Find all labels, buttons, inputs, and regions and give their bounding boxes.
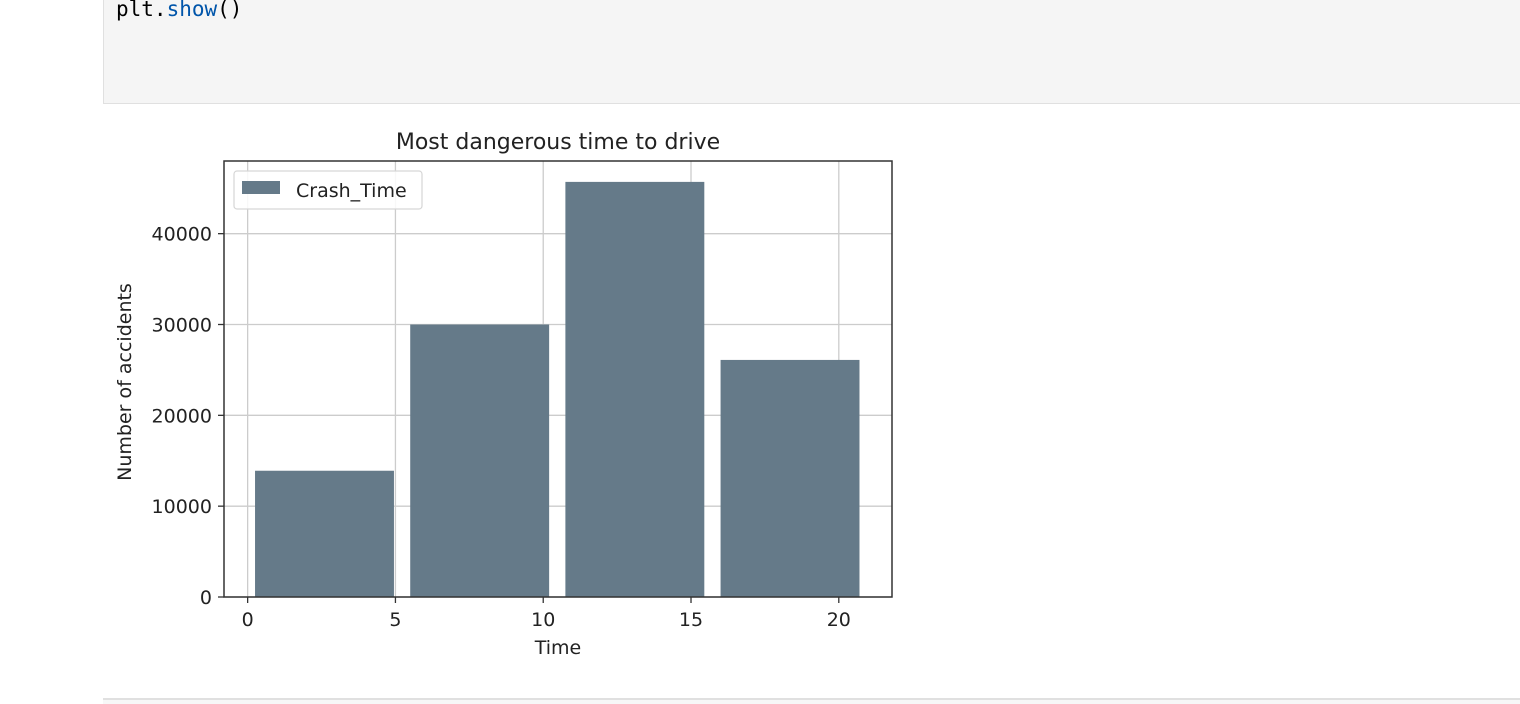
x-axis-label: Time: [534, 637, 582, 659]
chart-title: Most dangerous time to drive: [396, 130, 720, 155]
y-tick-label: 40000: [152, 224, 212, 246]
legend-box: [233, 170, 423, 210]
code-object: plt.: [116, 0, 167, 21]
code-parens: (): [217, 0, 243, 21]
legend-swatch: [242, 181, 280, 194]
code-line: plt.show(): [116, 0, 242, 23]
next-cell-divider: [103, 698, 1520, 704]
x-tick-label: 20: [827, 609, 851, 631]
bars: [255, 181, 860, 597]
x-tick-label: 15: [679, 609, 703, 631]
y-tick-label: 30000: [152, 315, 212, 337]
code-function: show: [166, 0, 218, 21]
y-tick-label: 10000: [152, 496, 212, 518]
axis-ticks: 0 5 10 15 20 0 10000 20000 30000 40000: [152, 224, 851, 631]
bar: [255, 470, 394, 597]
y-tick-label: 20000: [152, 405, 212, 427]
x-tick-label: 5: [389, 609, 401, 631]
y-tick-label: 0: [200, 587, 212, 609]
bar: [720, 359, 860, 597]
x-tick-label: 0: [242, 609, 254, 631]
bar: [565, 181, 705, 597]
code-cell[interactable]: plt.show(): [103, 0, 1520, 104]
y-axis-label: Number of accidents: [114, 283, 136, 481]
x-tick-label: 10: [531, 609, 555, 631]
bar: [410, 324, 550, 597]
legend: Crash_Time: [233, 170, 423, 210]
plot-frame: [223, 160, 893, 598]
legend-label: Crash_Time: [296, 180, 407, 202]
